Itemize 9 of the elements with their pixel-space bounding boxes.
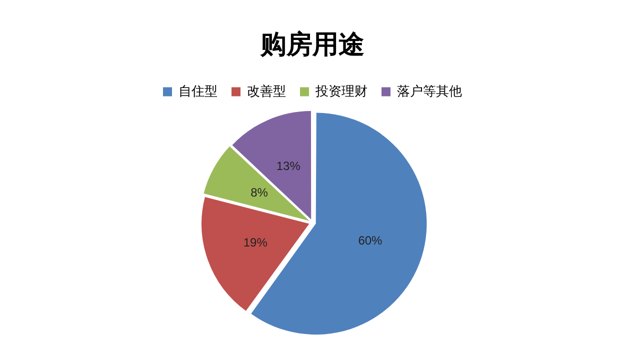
data-label: 60%: [358, 234, 383, 248]
legend-label: 自住型: [178, 83, 218, 98]
legend-label: 投资理财: [314, 83, 368, 98]
data-label: 19%: [243, 235, 268, 250]
data-label: 13%: [276, 159, 301, 174]
data-label: 8%: [250, 186, 268, 200]
legend-label: 落户等其他: [397, 83, 462, 98]
legend-label: 改善型: [247, 83, 286, 98]
chart-title: 购房用途: [260, 28, 364, 59]
